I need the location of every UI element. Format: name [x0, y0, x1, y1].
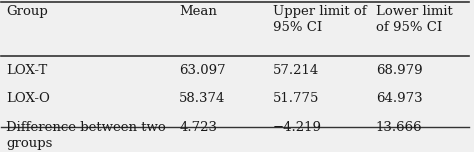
Text: Lower limit
of 95% CI: Lower limit of 95% CI: [376, 5, 453, 34]
Text: 58.374: 58.374: [179, 92, 226, 105]
Text: 57.214: 57.214: [273, 64, 319, 77]
Text: LOX-O: LOX-O: [6, 92, 50, 105]
Text: 68.979: 68.979: [376, 64, 422, 77]
Text: Mean: Mean: [179, 5, 217, 18]
Text: 64.973: 64.973: [376, 92, 422, 105]
Text: 63.097: 63.097: [179, 64, 226, 77]
Text: Difference between two
groups: Difference between two groups: [6, 121, 166, 150]
Text: 4.723: 4.723: [179, 121, 217, 134]
Text: 13.666: 13.666: [376, 121, 422, 134]
Text: Upper limit of
95% CI: Upper limit of 95% CI: [273, 5, 366, 34]
Text: LOX-T: LOX-T: [6, 64, 47, 77]
Text: Group: Group: [6, 5, 48, 18]
Text: 51.775: 51.775: [273, 92, 319, 105]
Text: −4.219: −4.219: [273, 121, 322, 134]
